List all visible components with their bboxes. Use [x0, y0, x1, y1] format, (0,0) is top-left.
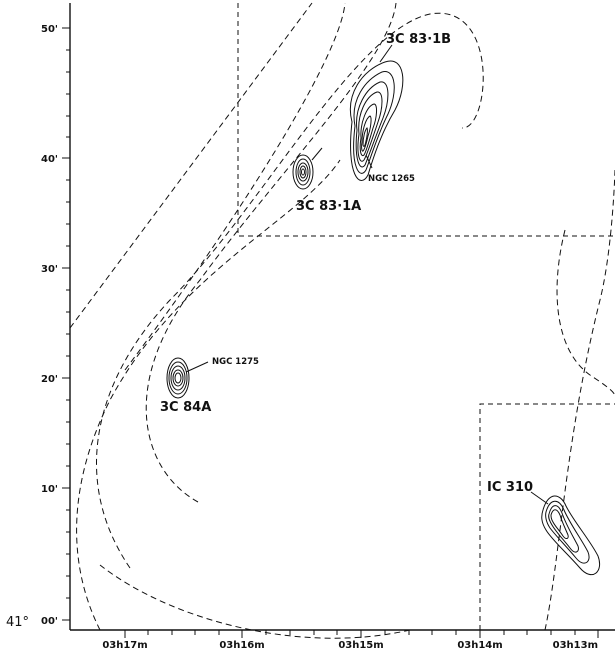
source-contours-ic310 [541, 495, 600, 576]
source-contours-3c831b [350, 60, 404, 181]
source-contours-3c831a [292, 154, 314, 190]
x-tick-label-13: 03h13m [553, 640, 598, 650]
label-ngc1275: NGC 1275 [212, 357, 259, 367]
leader-3c831b [379, 44, 393, 63]
dec-degree-label: 41° [6, 615, 29, 630]
leader-ic310 [530, 491, 549, 505]
leader-ngc1265 [365, 154, 373, 169]
label-3c831a: 3C 83·1A [296, 199, 361, 214]
x-tick-label-15: 03h15m [338, 640, 383, 650]
x-tick-label-16: 03h16m [219, 640, 264, 650]
y-tick-label-00: 00' [41, 616, 58, 627]
y-axis-ticks [62, 27, 70, 621]
label-ic310: IC 310 [487, 480, 533, 495]
survey-box-lower [479, 403, 615, 630]
y-tick-label-40: 40' [41, 154, 58, 165]
source-contours-3c84a [166, 357, 190, 399]
extended-emission-contours [69, 2, 615, 639]
label-3c831b: 3C 83·1B [386, 32, 451, 47]
leader-ngc1275 [185, 361, 209, 373]
label-3c84a: 3C 84A [160, 400, 211, 415]
leader-3c831a [311, 147, 323, 161]
x-tick-label-17: 03h17m [102, 640, 147, 650]
y-tick-label-50: 50' [41, 24, 58, 35]
y-tick-label-30: 30' [41, 264, 58, 275]
x-tick-label-14: 03h14m [457, 640, 502, 650]
y-tick-label-10: 10' [41, 484, 58, 495]
y-tick-label-20: 20' [41, 374, 58, 385]
label-ngc1265: NGC 1265 [368, 174, 415, 184]
x-axis-ticks [124, 630, 599, 638]
